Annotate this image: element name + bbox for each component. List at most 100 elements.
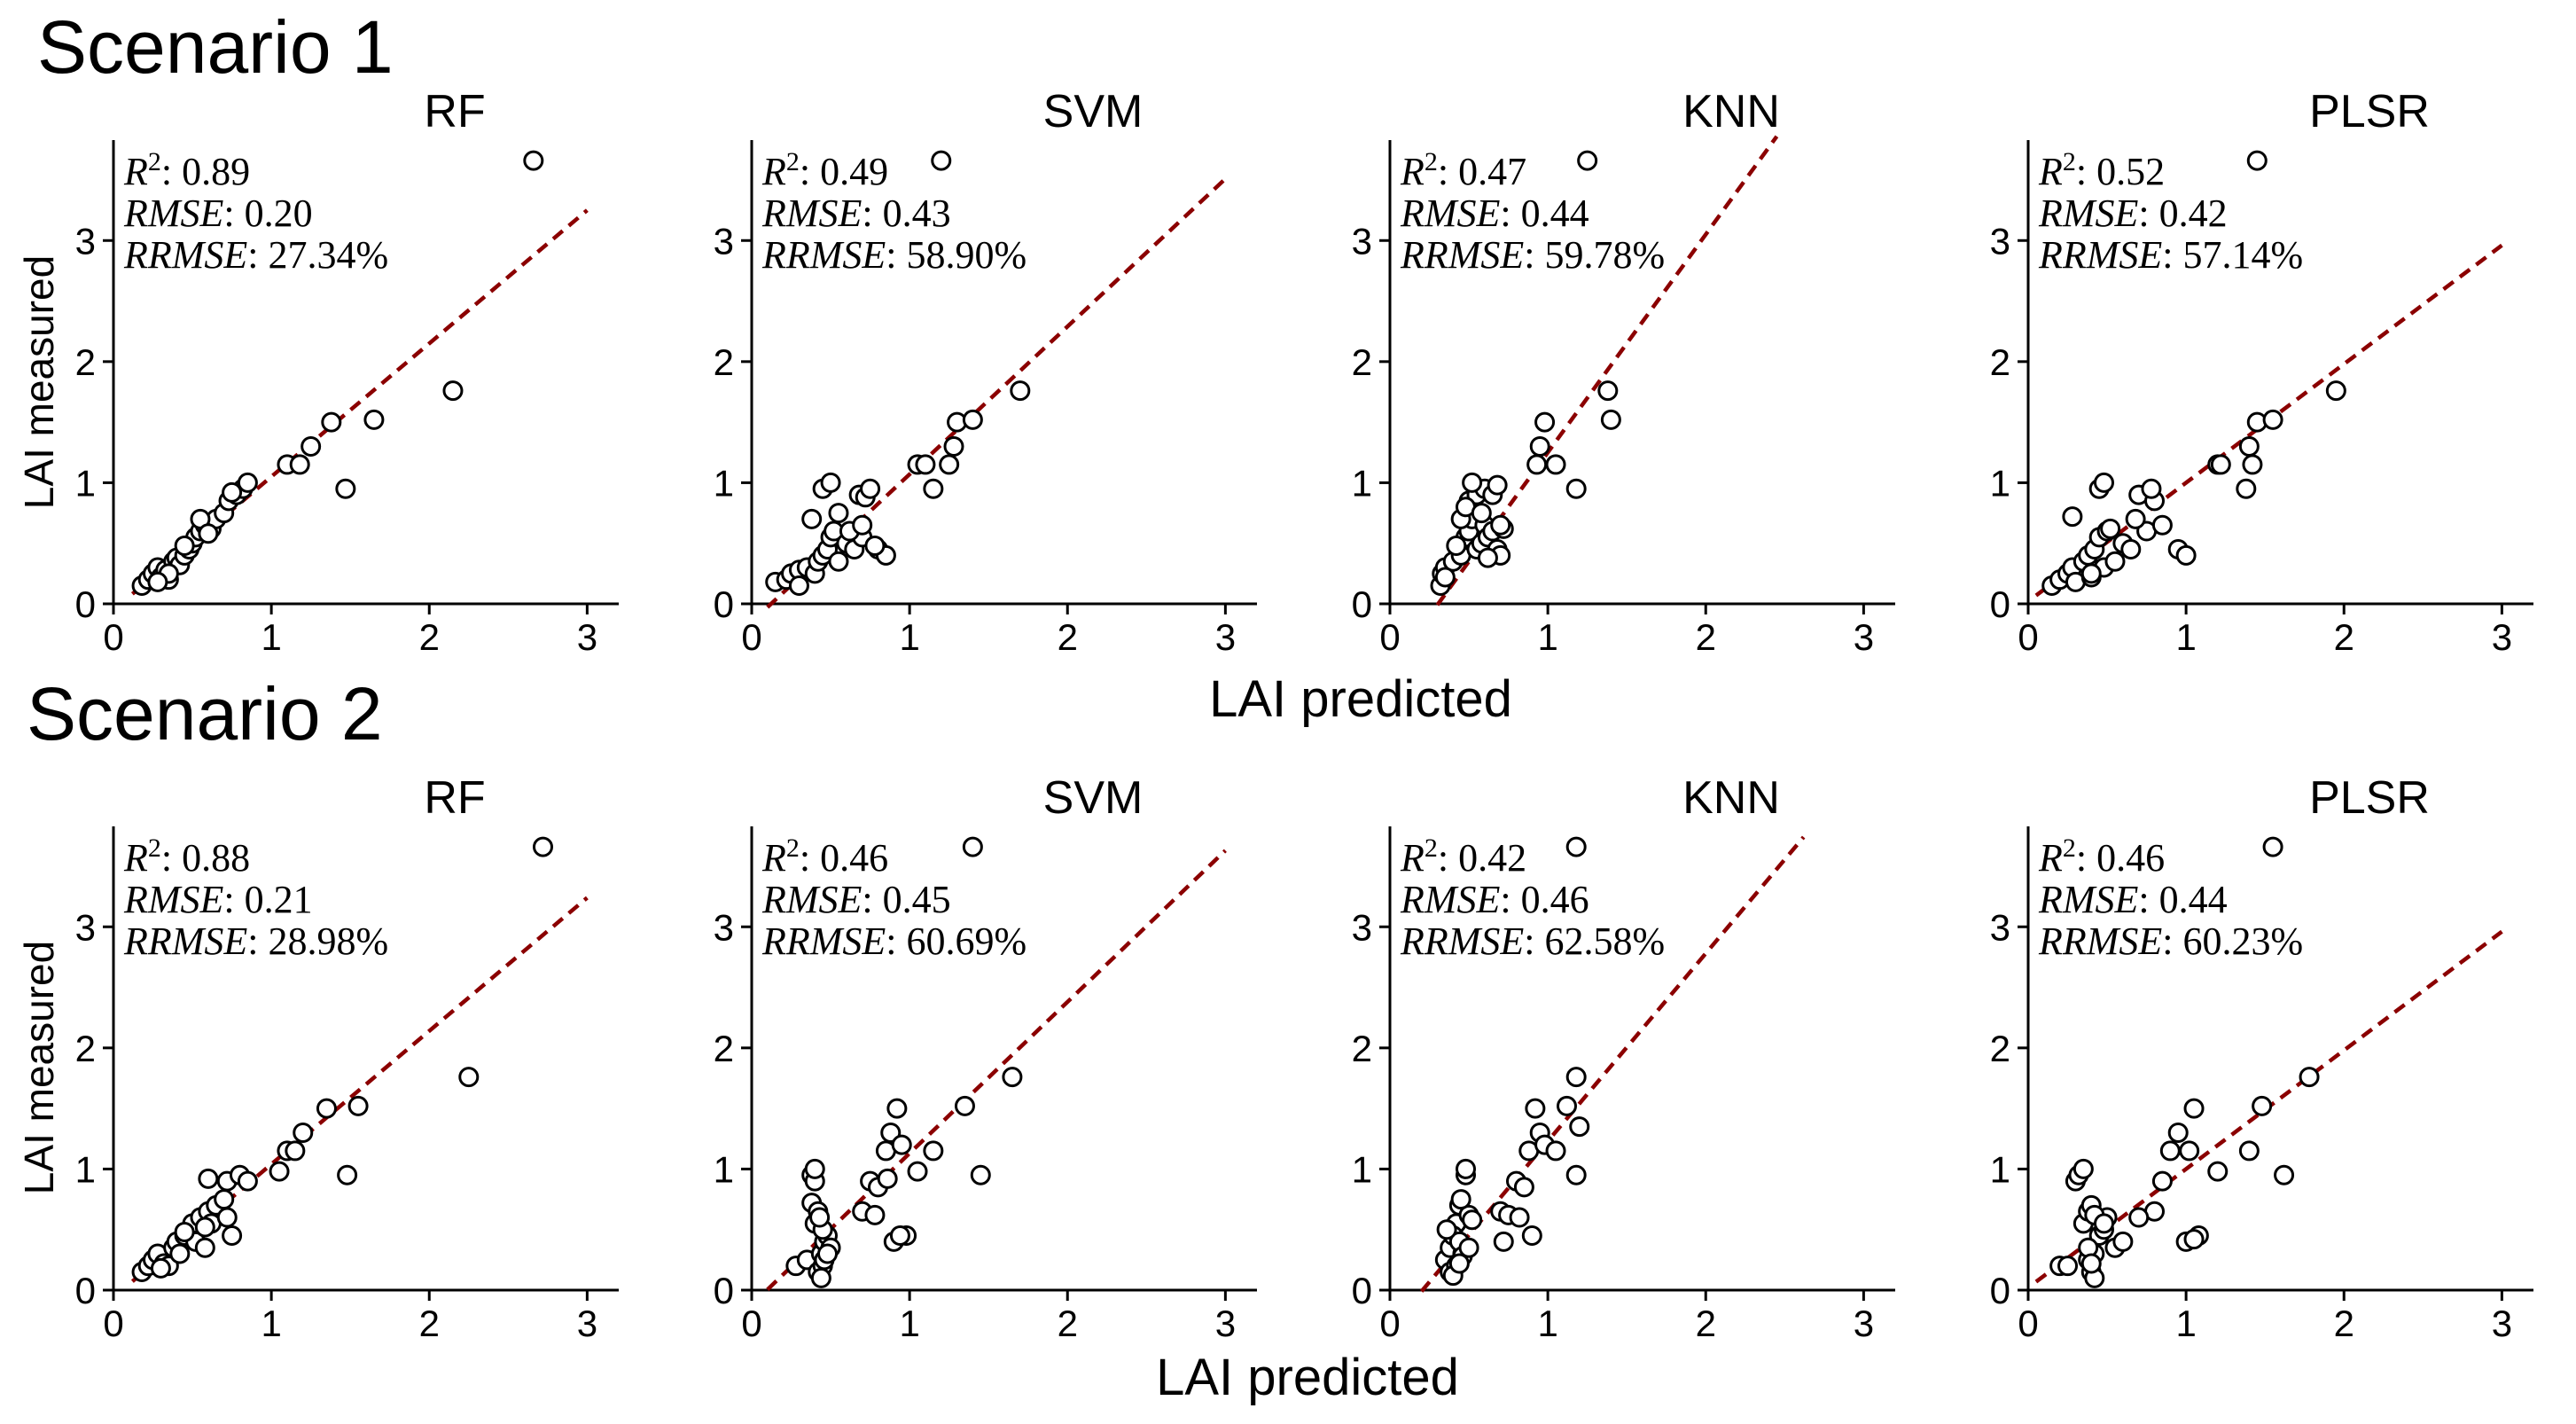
scenario-1-rf-xtick-label: 2 bbox=[419, 616, 440, 658]
scenario-2-knn-point bbox=[1450, 1189, 1471, 1210]
scenario-2-svm-point bbox=[809, 1207, 831, 1228]
scenario-1-svm-point bbox=[852, 514, 873, 536]
scenario-2-svm-rrmse-stat: RRMSE: 60.69% bbox=[761, 919, 1026, 963]
scenario-1-knn-point bbox=[1490, 514, 1511, 536]
scenario-1-rf-ytick-label: 3 bbox=[75, 220, 96, 262]
scenario-2-plsr-point bbox=[2238, 1140, 2260, 1162]
scenario-2-knn-fit-line bbox=[1419, 835, 1806, 1293]
scenario-1-knn-point bbox=[1597, 380, 1619, 402]
scenario-2-ylabel: LAI measured bbox=[16, 941, 62, 1194]
scenario-2-knn-point bbox=[1569, 1116, 1590, 1138]
scenario-2-knn-xtick-label: 0 bbox=[1379, 1303, 1400, 1344]
scenario-2-knn-point bbox=[1565, 1164, 1587, 1185]
scenario-1-knn-xtick-label: 2 bbox=[1696, 616, 1716, 658]
scenario-2-plsr-point bbox=[2207, 1161, 2229, 1182]
scenario-2-knn-ytick-label: 1 bbox=[1352, 1148, 1372, 1190]
scenario-2-knn-point bbox=[1565, 836, 1587, 857]
scenario-1-plsr-point bbox=[2151, 514, 2173, 536]
scenario-1-svm-title: SVM bbox=[1043, 86, 1144, 137]
scenario-1-knn-point bbox=[1577, 150, 1598, 171]
scenario-2-knn-ytick-label: 3 bbox=[1352, 906, 1372, 948]
scenario-2-knn-xtick-label: 3 bbox=[1854, 1303, 1874, 1344]
scenario-2-svm-title: SVM bbox=[1043, 772, 1144, 824]
scenario-1-svm-rmse-stat: RMSE: 0.43 bbox=[761, 192, 951, 235]
scenario-1-plsr-ytick-label: 3 bbox=[1990, 220, 2010, 262]
scenario-2-plsr-r2-stat: R2: 0.46 bbox=[2038, 833, 2165, 880]
scenario-1-svm-point bbox=[860, 478, 881, 499]
scenario-1-svm-point bbox=[1010, 380, 1031, 402]
scenario-1-rf-xtick-label: 1 bbox=[261, 616, 281, 658]
scenario-2-plsr-point bbox=[2094, 1213, 2114, 1234]
scenario-1-knn-point bbox=[1434, 567, 1456, 588]
scenario-1-plsr-title: PLSR bbox=[2309, 86, 2430, 137]
scenario-2-svm-ytick-label: 3 bbox=[714, 906, 734, 948]
scenario-1-knn-point bbox=[1446, 535, 1467, 556]
scenario-1-rf-title: RF bbox=[424, 86, 485, 137]
scenario-1-rf-point bbox=[523, 150, 544, 171]
scenario-1-plsr-point bbox=[2094, 472, 2114, 493]
scenario-2-rf-point bbox=[237, 1170, 258, 1192]
scenario-2-title: Scenario 2 bbox=[27, 672, 383, 755]
scenario-1-knn-xtick-label: 1 bbox=[1537, 616, 1557, 658]
scenario-1-plsr-point bbox=[2062, 506, 2083, 528]
scenario-1-plsr-point bbox=[2175, 544, 2197, 566]
scenario-2-xlabel: LAI predicted bbox=[1156, 1349, 1459, 1406]
scenario-1-knn-point bbox=[1529, 435, 1550, 457]
scenario-1-svm-point bbox=[943, 435, 964, 457]
scenario-2-rf-point bbox=[458, 1067, 480, 1088]
scenario-2-rf-title: RF bbox=[424, 772, 485, 824]
scenario-2-knn-point bbox=[1436, 1219, 1457, 1240]
scenario-1-plsr-point bbox=[2325, 380, 2346, 402]
scenario-1-rf-point bbox=[147, 571, 168, 592]
scenario-2-knn-point bbox=[1545, 1140, 1566, 1162]
scenario-2-svm-point bbox=[907, 1161, 928, 1182]
scenario-2-rf-point bbox=[222, 1225, 243, 1247]
scenario-2-svm-point bbox=[877, 1168, 898, 1189]
scenario-2-plsr-xtick-label: 1 bbox=[2175, 1303, 2196, 1344]
scenario-1-plsr-point bbox=[2141, 478, 2162, 499]
scenario-1-svm-xtick-label: 1 bbox=[899, 616, 919, 658]
scenario-2-knn-point bbox=[1493, 1231, 1514, 1252]
scenario-2-svm-point bbox=[886, 1098, 908, 1119]
scenario-2-svm-ytick-label: 0 bbox=[714, 1270, 734, 1311]
scenario-1-plsr-point bbox=[2238, 435, 2260, 457]
scenario-2-plsr-point bbox=[2073, 1158, 2094, 1179]
scenario-1-svm-point bbox=[828, 551, 849, 572]
scenario-1-plsr-point bbox=[2120, 539, 2142, 560]
scenario-2-plsr-point bbox=[2128, 1207, 2150, 1228]
scenario-2-knn-ytick-label: 2 bbox=[1352, 1028, 1372, 1069]
scenario-2-rf-r2-stat: R2: 0.88 bbox=[123, 833, 250, 880]
scenario-1-rf-point bbox=[335, 478, 356, 499]
scenario-2-rf-point bbox=[174, 1221, 195, 1242]
scenario-1-rf-point bbox=[321, 411, 342, 433]
scenario-1-knn-xtick-label: 0 bbox=[1379, 616, 1400, 658]
scenario-2-knn-point bbox=[1513, 1177, 1534, 1198]
scenario-1-plsr-point bbox=[2242, 454, 2263, 475]
scenario-2-knn-point bbox=[1448, 1253, 1470, 1274]
scenario-1-knn-point bbox=[1471, 503, 1492, 524]
scenario-1-svm-point bbox=[931, 150, 952, 171]
scenario-2-svm-point bbox=[923, 1140, 944, 1162]
scenario-1-rf-fit-line bbox=[130, 208, 589, 596]
scenario-1-svm-rrmse-stat: RRMSE: 58.90% bbox=[761, 233, 1026, 277]
scenario-1-svm-point bbox=[788, 575, 809, 597]
scenario-2-plsr-point bbox=[2167, 1122, 2189, 1143]
scenario-2-rf-ytick-label: 0 bbox=[75, 1270, 96, 1311]
scenario-2-plsr-xtick-label: 3 bbox=[2492, 1303, 2512, 1344]
scenario-2-plsr-point bbox=[2080, 1253, 2102, 1274]
scenario-1-rf-xtick-label: 0 bbox=[103, 616, 123, 658]
scenario-1-plsr-ytick-label: 0 bbox=[1990, 583, 2010, 625]
scenario-1-knn-rrmse-stat: RRMSE: 59.78% bbox=[1400, 233, 1665, 277]
scenario-2-svm-point bbox=[889, 1225, 910, 1247]
scenario-1-plsr-rmse-stat: RMSE: 0.42 bbox=[2038, 192, 2228, 235]
scenario-1-plsr-xtick-label: 3 bbox=[2492, 616, 2512, 658]
scenario-1-plsr-xtick-label: 2 bbox=[2334, 616, 2354, 658]
scenario-2-plsr-xtick-label: 0 bbox=[2018, 1303, 2038, 1344]
scenario-2-svm-xtick-label: 1 bbox=[899, 1303, 919, 1344]
scenario-2-plsr-rmse-stat: RMSE: 0.44 bbox=[2038, 878, 2228, 921]
